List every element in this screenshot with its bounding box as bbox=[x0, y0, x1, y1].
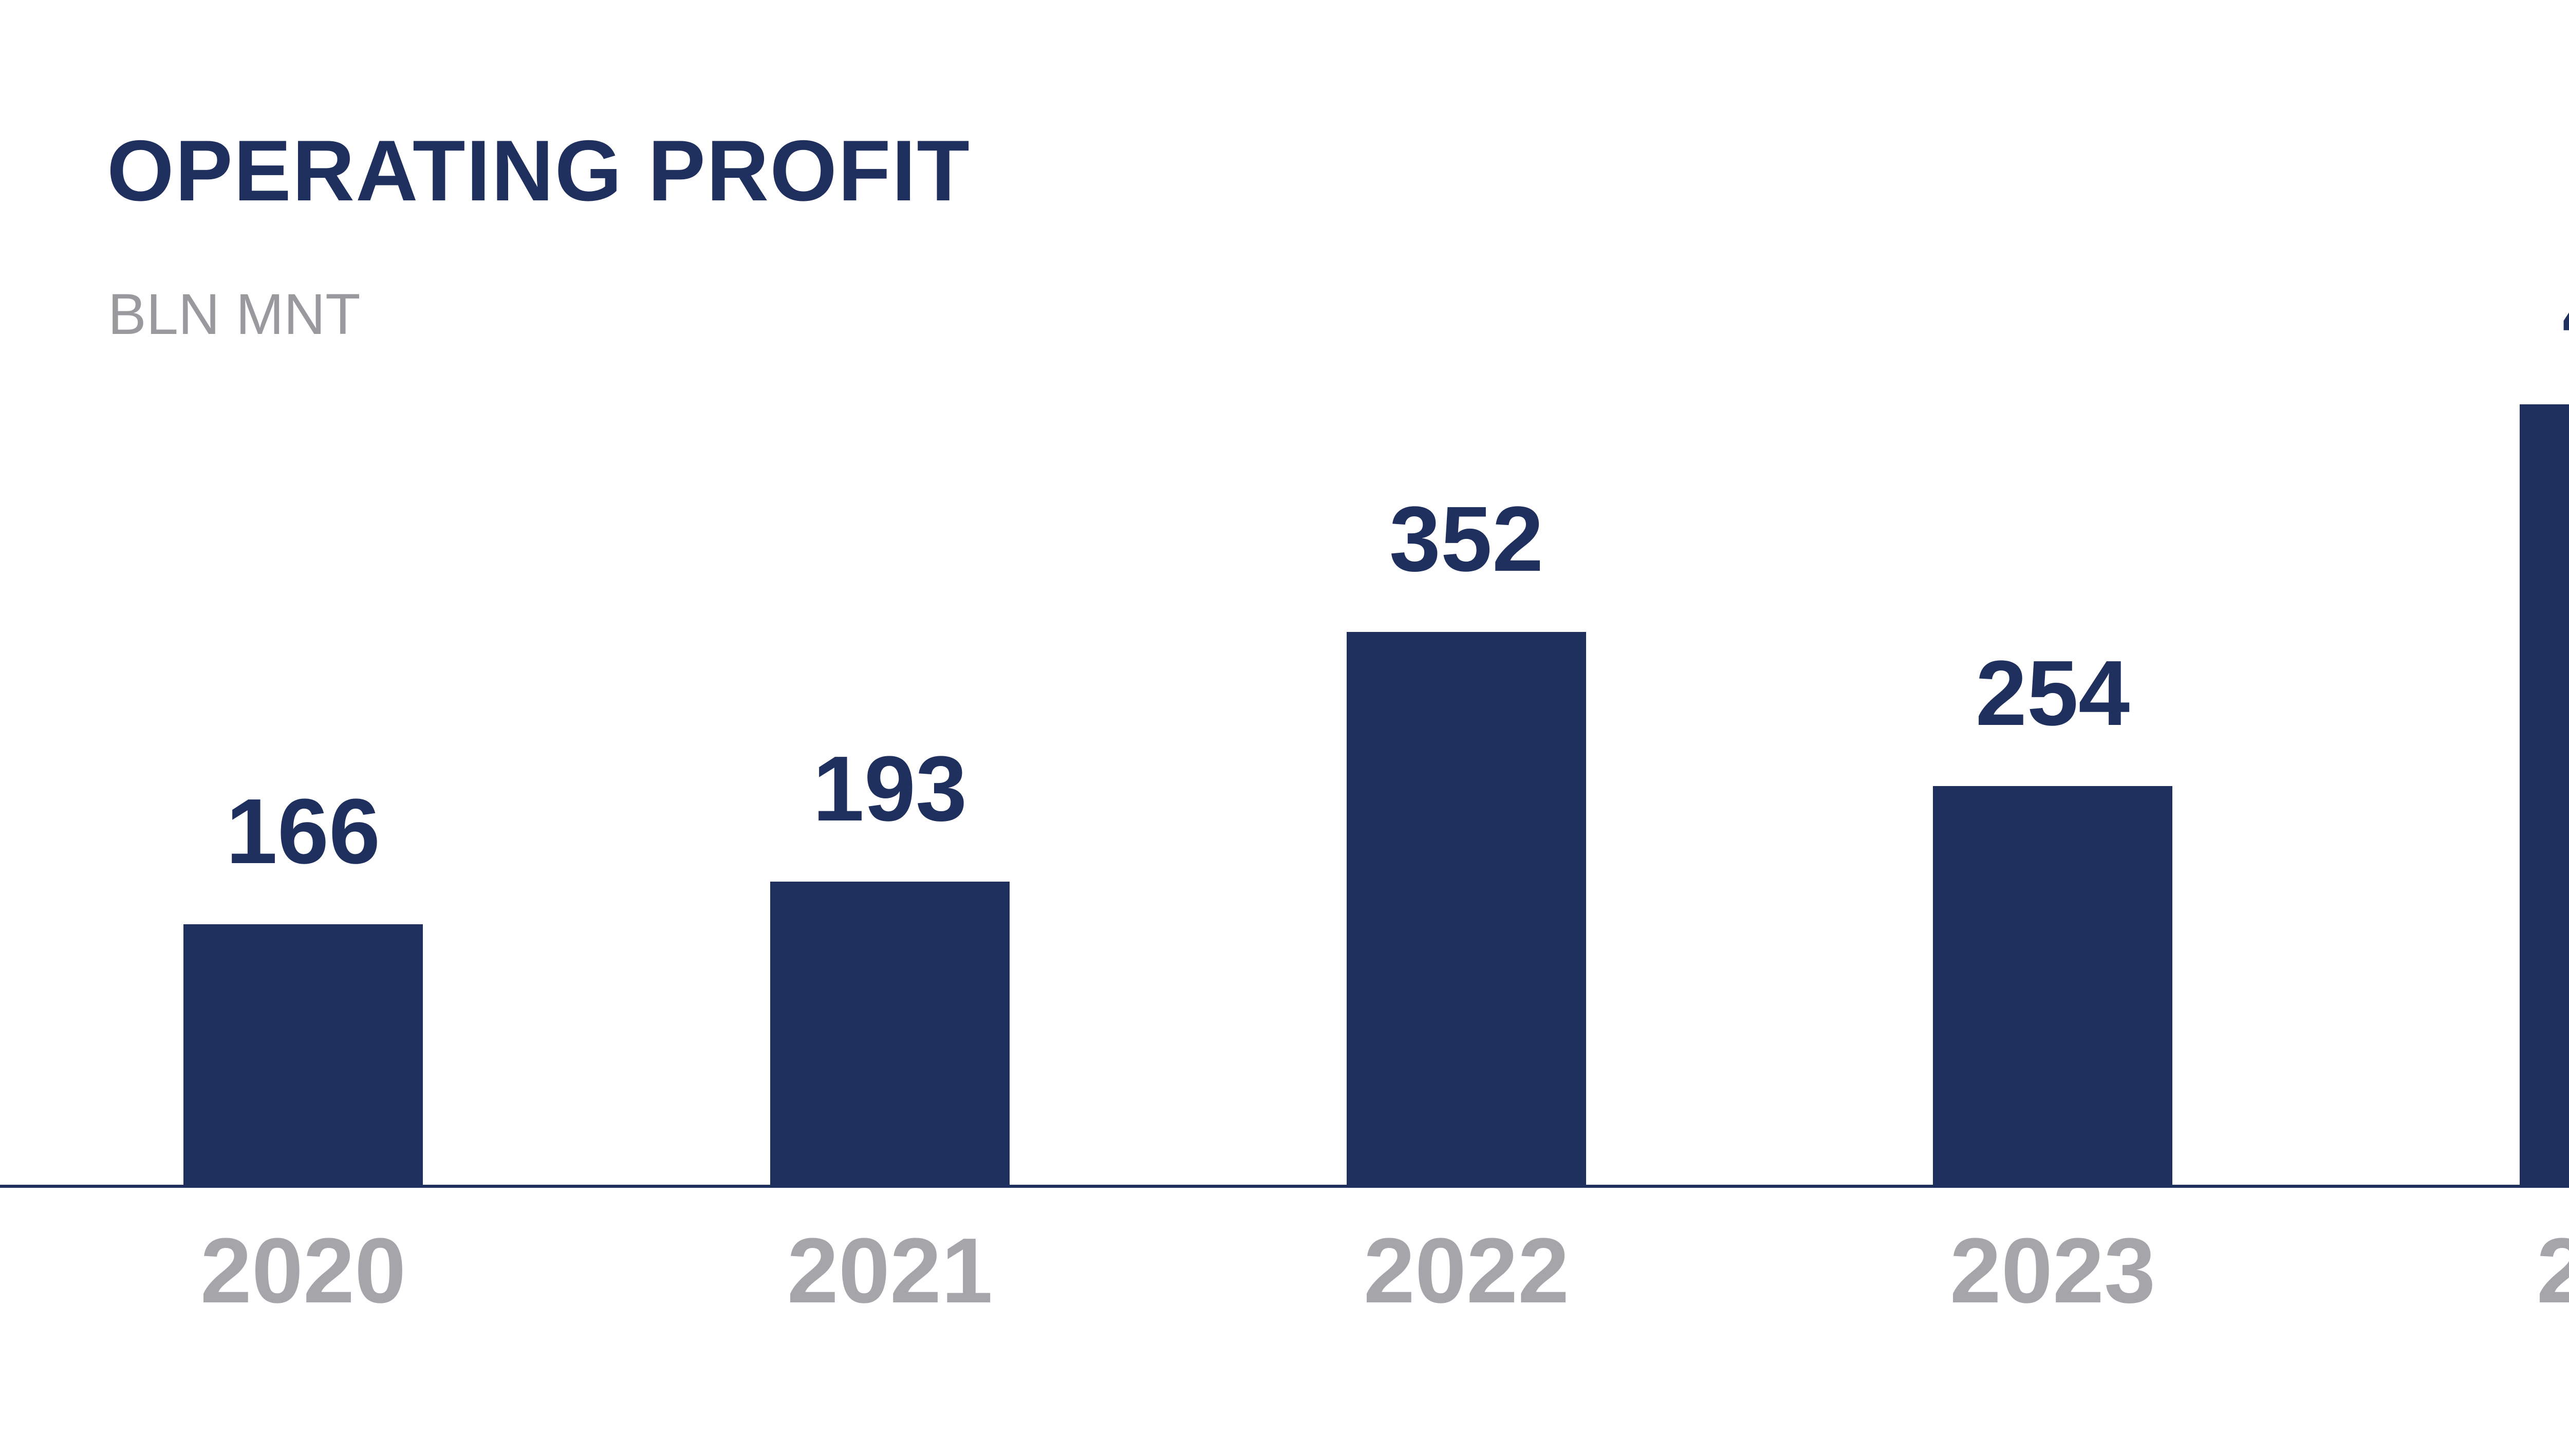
value-label-2021: 193 bbox=[812, 737, 967, 841]
bar-2022 bbox=[1347, 632, 1586, 1185]
x-tick-label-2023: 2023 bbox=[1949, 1219, 2156, 1322]
chart-unit-label: BLN MNT bbox=[108, 282, 361, 346]
chart-title: OPERATING PROFIT bbox=[107, 122, 971, 219]
bar-2024 bbox=[2520, 404, 2569, 1185]
x-tick-label-2020: 2020 bbox=[200, 1219, 406, 1322]
x-tick-label-2022: 2022 bbox=[1363, 1219, 1570, 1322]
x-tick-label-2021: 2021 bbox=[787, 1219, 993, 1322]
value-label-2020: 166 bbox=[226, 779, 381, 883]
bar-2020 bbox=[183, 924, 423, 1185]
value-label-2022: 352 bbox=[1389, 488, 1544, 591]
x-tick-label-2024: 2024 bbox=[2536, 1219, 2569, 1322]
value-label-2023: 254 bbox=[1975, 641, 2130, 745]
bar-2021 bbox=[770, 882, 1010, 1185]
value-label-2024: 497 bbox=[2434, 266, 2569, 358]
bar-2023 bbox=[1933, 786, 2172, 1185]
x-axis-line bbox=[0, 1185, 2569, 1188]
